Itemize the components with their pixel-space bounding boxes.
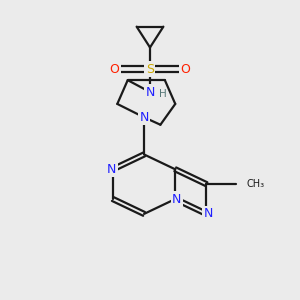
Text: N: N: [145, 85, 155, 98]
Text: CH₃: CH₃: [247, 179, 265, 189]
Text: N: N: [140, 111, 149, 124]
Text: O: O: [181, 63, 190, 76]
Text: N: N: [203, 207, 213, 220]
Text: O: O: [110, 63, 119, 76]
Text: H: H: [159, 89, 167, 99]
Text: N: N: [172, 193, 182, 206]
Text: N: N: [107, 163, 116, 176]
Text: S: S: [146, 63, 154, 76]
